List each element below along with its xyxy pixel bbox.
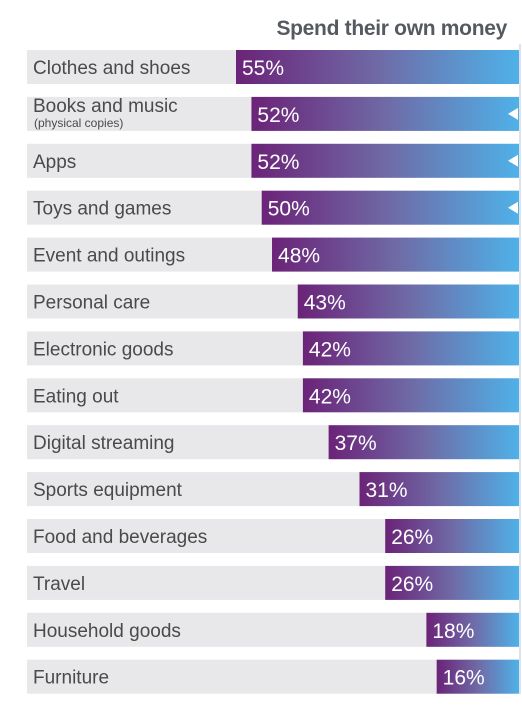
bar: [236, 50, 519, 84]
category-label: Travel: [33, 574, 85, 595]
bar: [426, 612, 519, 647]
value-label: 42%: [309, 338, 351, 361]
right-edge-line: [519, 44, 521, 694]
value-label: 26%: [391, 573, 433, 596]
category-sublabel: (physical copies): [34, 116, 123, 130]
bar: [272, 237, 519, 272]
arrow-marker: [508, 107, 518, 120]
category-label: Food and beverages: [33, 527, 207, 548]
category-label: Clothes and shoes: [33, 58, 190, 79]
bar: [297, 284, 519, 319]
value-label: 48%: [278, 245, 320, 268]
value-label: 42%: [309, 385, 351, 408]
bar: [385, 519, 519, 553]
bar: [261, 190, 519, 225]
category-label: Toys and games: [33, 199, 171, 220]
value-label: 50%: [268, 198, 310, 221]
category-label: Eating out: [33, 386, 119, 407]
category-label: Event and outings: [33, 246, 185, 267]
bar: [328, 425, 519, 460]
value-label: 52%: [257, 151, 299, 174]
category-label: Digital streaming: [33, 433, 175, 454]
category-label: Sports equipment: [33, 480, 183, 501]
value-label: 52%: [257, 104, 299, 127]
value-label: 18%: [432, 620, 474, 643]
bar: [385, 565, 519, 600]
category-label: Household goods: [33, 621, 181, 642]
category-label: Books and music: [33, 96, 178, 117]
bar: [436, 659, 519, 694]
bar: [302, 378, 519, 413]
category-label: Furniture: [33, 668, 109, 689]
bar: [302, 331, 519, 366]
value-label: 26%: [391, 526, 433, 549]
category-label: Personal care: [33, 293, 150, 314]
value-label: 37%: [335, 432, 377, 455]
arrow-marker: [508, 154, 518, 167]
value-label: 43%: [304, 292, 346, 315]
chart-title: Spend their own money: [276, 17, 507, 40]
bar: [251, 143, 519, 178]
value-label: 31%: [365, 479, 407, 502]
bar: [251, 96, 519, 131]
value-label: 55%: [242, 57, 284, 80]
category-label: Apps: [33, 152, 76, 173]
value-label: 16%: [443, 667, 485, 690]
category-label: Electronic goods: [33, 339, 173, 360]
bar: [359, 472, 519, 507]
arrow-marker: [508, 201, 518, 214]
